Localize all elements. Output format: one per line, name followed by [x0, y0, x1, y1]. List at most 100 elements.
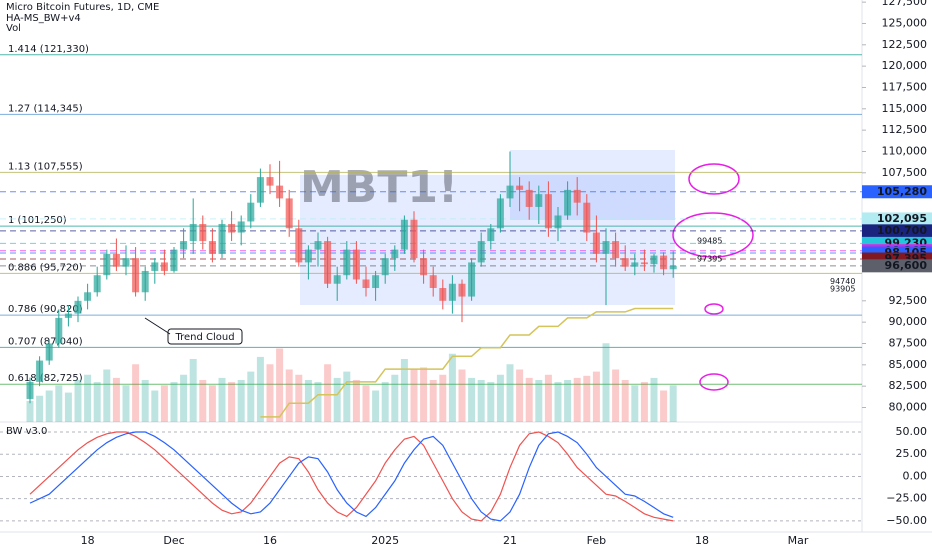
candle-body	[180, 241, 188, 250]
circle	[699, 373, 729, 391]
volume-bar	[26, 401, 34, 422]
volume-bar	[36, 395, 44, 422]
volume-bar	[122, 385, 130, 422]
oscillator-line	[29, 431, 674, 522]
candle-body	[660, 255, 668, 270]
price-label-box	[862, 185, 932, 199]
callout-line	[144, 317, 171, 335]
annotation: 94740	[830, 277, 855, 286]
volume-bar	[640, 382, 648, 422]
y-tick-label: 117,500	[882, 80, 928, 93]
candle-body	[391, 249, 399, 259]
candle-body	[45, 343, 53, 361]
y-tick-label: 0.00	[903, 469, 928, 482]
volume-bar	[237, 380, 245, 422]
volume-bar	[333, 377, 341, 422]
volume-bar	[285, 369, 293, 422]
candle-body	[381, 258, 389, 276]
callout-box	[167, 328, 243, 345]
candle-body	[564, 189, 572, 216]
volume-bar	[592, 371, 600, 422]
y-tick-label: 115,000	[882, 102, 928, 115]
volume-bar	[314, 382, 322, 422]
candle-body	[333, 275, 341, 284]
candle-body	[237, 221, 245, 233]
price-label: 102,095	[877, 212, 927, 225]
candle-body	[410, 219, 418, 259]
volume-name: Vol	[6, 23, 21, 34]
y-tick-label: 112,500	[882, 123, 928, 136]
fib-label: 1 (101,250)	[8, 215, 67, 226]
indicator-name: HA-MS_BW+v4	[6, 13, 81, 24]
volume-bar	[352, 380, 360, 422]
volume-bar	[84, 374, 92, 422]
annotation: 93905	[830, 284, 855, 293]
volume-bar	[160, 385, 168, 422]
fib-label: 1.414 (121,330)	[8, 44, 89, 55]
candle-body	[372, 275, 380, 289]
candle-body	[544, 194, 552, 229]
candle-body	[74, 300, 82, 314]
volume-bar	[487, 382, 495, 422]
candle-body	[477, 241, 485, 263]
volume-bar	[151, 390, 159, 422]
y-tick-label: 80,000	[889, 400, 928, 413]
volume-bar	[439, 374, 447, 422]
price-label-box	[862, 212, 932, 226]
volume-bar	[199, 380, 207, 422]
x-tick-label: Dec	[163, 534, 184, 547]
title: Micro Bitcoin Futures, 1D, CME	[6, 2, 159, 13]
pane-title: BW v3.0	[6, 426, 47, 437]
candle-body	[151, 262, 159, 271]
volume-bar	[410, 369, 418, 422]
candle-body	[429, 275, 437, 289]
price-label: 100,700	[877, 224, 927, 237]
volume-bar	[650, 377, 658, 422]
volume-bar	[535, 380, 543, 422]
candle-body	[583, 202, 591, 233]
candle-body	[247, 202, 255, 222]
volume-bar	[621, 380, 629, 422]
y-tick-label: 50.00	[896, 425, 928, 438]
volume-bar	[324, 364, 332, 422]
candle-body	[573, 189, 581, 203]
volume-bar	[612, 369, 620, 422]
volume-bar	[516, 369, 524, 422]
volume-bar	[55, 385, 63, 422]
volume-bar	[669, 385, 677, 422]
candle-body	[122, 258, 130, 267]
y-tick-label: 25.00	[896, 447, 928, 460]
fib-label: 0.707 (87,040)	[8, 336, 83, 347]
volume-bar	[554, 382, 562, 422]
y-tick-label: 107,500	[882, 166, 928, 179]
circle	[672, 212, 754, 258]
candle-body	[439, 288, 447, 301]
candle-body	[592, 232, 600, 254]
candle-body	[400, 219, 408, 250]
volume-bar	[132, 364, 140, 422]
y-tick-label: 85,000	[889, 358, 928, 371]
volume-bar	[400, 359, 408, 422]
candle-body	[112, 253, 120, 267]
volume-bar	[631, 385, 639, 422]
y-tick-label: 82,500	[889, 379, 928, 392]
volume-bar	[256, 356, 264, 422]
x-tick-label: 2025	[371, 534, 399, 547]
volume-bar	[93, 382, 101, 422]
volume-bar	[660, 390, 668, 422]
volume-bar	[304, 380, 312, 422]
y-tick-label: 90,000	[889, 315, 928, 328]
candle-body	[516, 185, 524, 190]
candle-body	[621, 258, 629, 267]
volume-bar	[391, 374, 399, 422]
volume-bar	[506, 364, 514, 422]
volume-bar	[372, 390, 380, 422]
y-tick-label: 87,500	[889, 336, 928, 349]
candle-body	[612, 241, 620, 259]
price-label-box	[862, 259, 932, 273]
fib-label: 1.27 (114,345)	[8, 103, 83, 114]
candle-body	[64, 313, 72, 318]
candle-body	[228, 224, 236, 233]
